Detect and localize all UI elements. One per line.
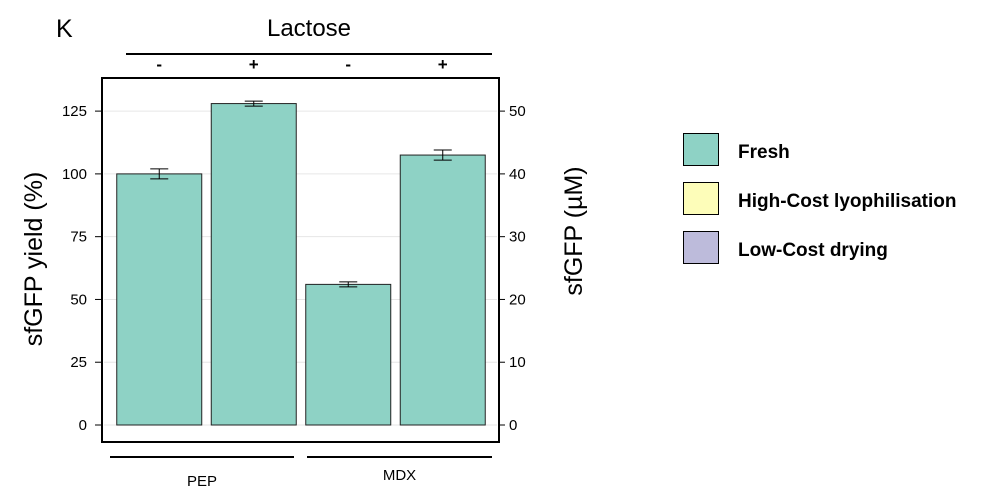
y-tick-label: 25: [70, 354, 87, 371]
y2-tick-label: 50: [509, 103, 526, 120]
lactose-mark: +: [438, 55, 448, 74]
left-axis-ticks: 0 25 50 75 100 125: [62, 103, 102, 434]
lactose-mark: -: [156, 55, 162, 74]
y-tick-label: 50: [70, 291, 87, 308]
legend-swatch-high-cost: [683, 182, 719, 215]
error-bars: [150, 100, 452, 288]
right-axis-ticks: 0 10 20 30 40 50: [499, 103, 526, 434]
y2-tick-label: 40: [509, 166, 526, 183]
bars: [116, 103, 486, 426]
error-bar: [150, 168, 169, 180]
lactose-label: Lactose: [267, 15, 351, 42]
bar: [116, 173, 203, 426]
legend-label-low-cost: Low-Cost drying: [738, 240, 888, 261]
y-tick-label: 125: [62, 103, 87, 120]
y2-tick-label: 10: [509, 354, 526, 371]
y2-tick-label: 0: [509, 417, 517, 434]
y2-tick-label: 20: [509, 291, 526, 308]
bottom-group-labels: PEP MDX: [110, 456, 492, 490]
bar: [399, 154, 486, 426]
lactose-mark: -: [345, 55, 351, 74]
legend-swatch-fresh: [683, 133, 719, 166]
panel-label: K: [56, 15, 73, 43]
plot-frame: [101, 77, 500, 443]
legend-label-fresh: Fresh: [738, 142, 790, 163]
group-label: MDX: [383, 467, 416, 484]
y-tick-label: 0: [79, 417, 87, 434]
group-label: PEP: [187, 473, 217, 490]
error-bar: [433, 149, 452, 161]
error-bar: [244, 100, 263, 107]
y-tick-label: 100: [62, 166, 87, 183]
y-tick-label: 75: [70, 229, 87, 246]
error-bar: [339, 281, 358, 288]
y2-tick-label: 30: [509, 229, 526, 246]
y2-axis-label: sfGFP (µM): [560, 166, 588, 295]
legend-label-high-cost: High-Cost lyophilisation: [738, 191, 957, 212]
y-axis-label: sfGFP yield (%): [20, 172, 48, 347]
bar: [305, 283, 392, 426]
legend-swatch-low-cost: [683, 231, 719, 264]
bar: [210, 103, 297, 426]
lactose-mark: +: [249, 55, 259, 74]
lactose-marks: - + - +: [156, 55, 447, 74]
